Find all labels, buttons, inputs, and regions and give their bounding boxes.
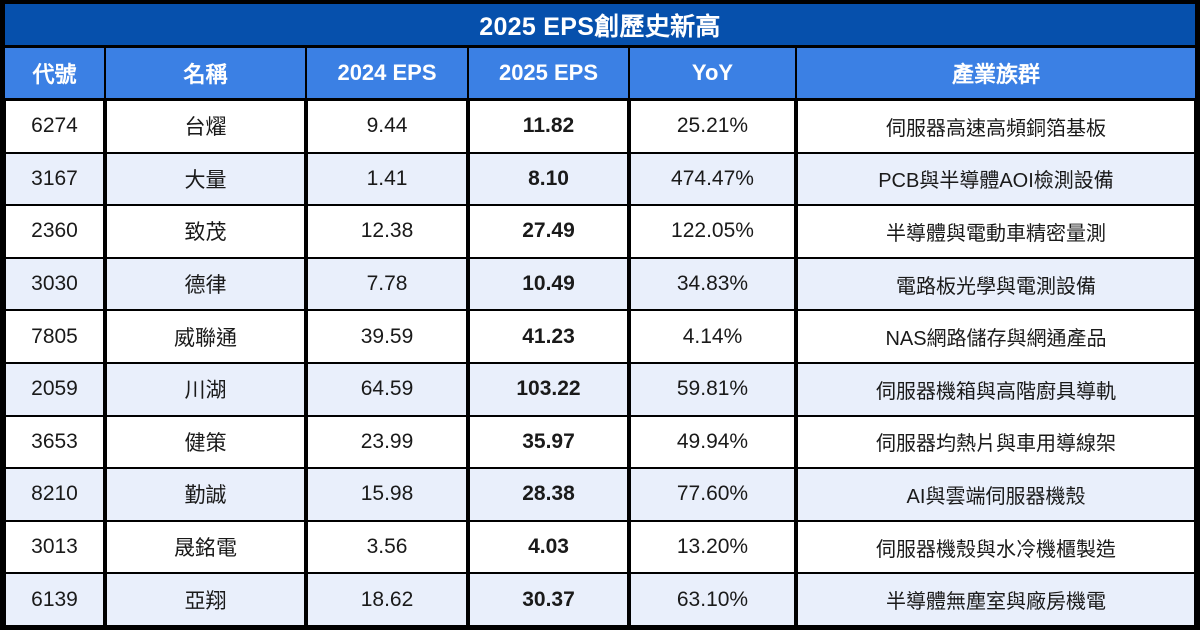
cell-yoy: 13.20% [630,520,795,574]
cell-name: 德律 [106,257,305,311]
cell-name: 大量 [106,152,305,206]
cell-eps-2024: 9.44 [307,100,467,153]
page-title: 2025 EPS創歷史新高 [5,4,1195,45]
eps-table: 代號 名稱 2024 EPS 2025 EPS YoY 產業族群 6274 台燿… [5,48,1195,626]
cell-industry: 電路板光學與電測設備 [797,257,1195,311]
cell-code: 7805 [5,310,104,363]
cell-eps-2025: 35.97 [469,415,628,469]
cell-name: 川湖 [106,362,305,416]
cell-industry: AI與雲端伺服器機殼 [797,468,1195,521]
cell-eps-2025: 11.82 [469,100,628,153]
cell-industry: 半導體無塵室與廠房機電 [797,573,1195,626]
cell-code: 6274 [5,100,104,153]
cell-eps-2025: 41.23 [469,310,628,363]
cell-yoy: 474.47% [630,152,795,206]
cell-eps-2024: 1.41 [307,152,467,206]
cell-eps-2024: 23.99 [307,415,467,469]
column-header-industry[interactable]: 產業族群 [797,48,1195,98]
cell-yoy: 25.21% [630,100,795,153]
cell-yoy: 63.10% [630,573,795,626]
cell-industry: 伺服器均熱片與車用導線架 [797,415,1195,469]
cell-name: 台燿 [106,100,305,153]
cell-name: 晟銘電 [106,520,305,574]
cell-code: 2059 [5,362,104,416]
table-row: 3653 健策 23.99 35.97 49.94% 伺服器均熱片與車用導線架 [5,415,1195,469]
table-row: 3013 晟銘電 3.56 4.03 13.20% 伺服器機殼與水冷機櫃製造 [5,520,1195,574]
cell-industry: 伺服器機殼與水冷機櫃製造 [797,520,1195,574]
cell-yoy: 77.60% [630,468,795,521]
column-header-name[interactable]: 名稱 [106,48,305,98]
cell-eps-2024: 3.56 [307,520,467,574]
column-header-yoy[interactable]: YoY [630,48,795,98]
cell-eps-2025: 28.38 [469,468,628,521]
cell-industry: 伺服器機箱與高階廚具導軌 [797,362,1195,416]
cell-yoy: 59.81% [630,362,795,416]
cell-industry: PCB與半導體AOI檢測設備 [797,152,1195,206]
column-header-eps-2025[interactable]: 2025 EPS [469,48,628,98]
cell-code: 3030 [5,257,104,311]
cell-eps-2024: 15.98 [307,468,467,521]
cell-eps-2025: 103.22 [469,362,628,416]
cell-name: 致茂 [106,205,305,258]
cell-yoy: 122.05% [630,205,795,258]
cell-eps-2025: 10.49 [469,257,628,311]
cell-code: 3167 [5,152,104,206]
cell-eps-2024: 18.62 [307,573,467,626]
column-header-eps-2024[interactable]: 2024 EPS [307,48,467,98]
cell-eps-2025: 27.49 [469,205,628,258]
cell-name: 勤誠 [106,468,305,521]
cell-name: 威聯通 [106,310,305,363]
cell-eps-2025: 8.10 [469,152,628,206]
cell-code: 6139 [5,573,104,626]
cell-eps-2024: 39.59 [307,310,467,363]
cell-code: 3653 [5,415,104,469]
cell-eps-2024: 64.59 [307,362,467,416]
table-row: 3167 大量 1.41 8.10 474.47% PCB與半導體AOI檢測設備 [5,152,1195,206]
cell-yoy: 34.83% [630,257,795,311]
table-row: 7805 威聯通 39.59 41.23 4.14% NAS網路儲存與網通產品 [5,310,1195,363]
table-row: 8210 勤誠 15.98 28.38 77.60% AI與雲端伺服器機殼 [5,468,1195,521]
cell-code: 8210 [5,468,104,521]
cell-name: 健策 [106,415,305,469]
cell-eps-2025: 4.03 [469,520,628,574]
table-row: 3030 德律 7.78 10.49 34.83% 電路板光學與電測設備 [5,257,1195,311]
cell-yoy: 49.94% [630,415,795,469]
cell-eps-2025: 30.37 [469,573,628,626]
cell-eps-2024: 7.78 [307,257,467,311]
cell-code: 3013 [5,520,104,574]
cell-industry: 伺服器高速高頻銅箔基板 [797,100,1195,153]
table-row: 6274 台燿 9.44 11.82 25.21% 伺服器高速高頻銅箔基板 [5,100,1195,153]
cell-yoy: 4.14% [630,310,795,363]
cell-eps-2024: 12.38 [307,205,467,258]
cell-industry: 半導體與電動車精密量測 [797,205,1195,258]
cell-name: 亞翔 [106,573,305,626]
cell-industry: NAS網路儲存與網通產品 [797,310,1195,363]
column-header-code[interactable]: 代號 [5,48,104,98]
table-header-row: 代號 名稱 2024 EPS 2025 EPS YoY 產業族群 [5,48,1195,98]
table-row: 6139 亞翔 18.62 30.37 63.10% 半導體無塵室與廠房機電 [5,573,1195,626]
table-row: 2360 致茂 12.38 27.49 122.05% 半導體與電動車精密量測 [5,205,1195,258]
cell-code: 2360 [5,205,104,258]
table-row: 2059 川湖 64.59 103.22 59.81% 伺服器機箱與高階廚具導軌 [5,362,1195,416]
